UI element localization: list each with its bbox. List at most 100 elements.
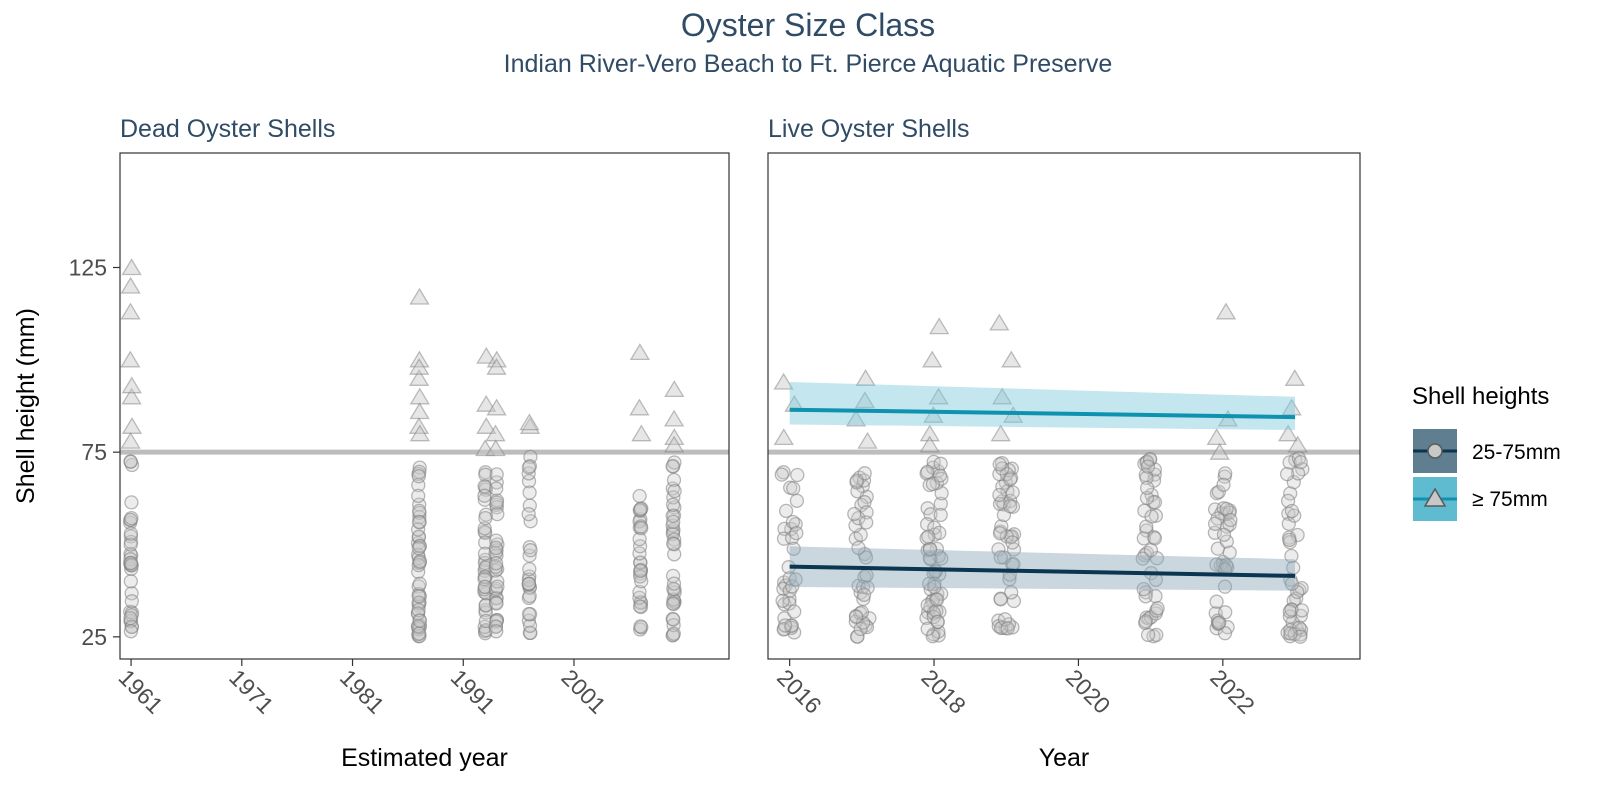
legend-key-large bbox=[1413, 477, 1457, 521]
point-small-dead-2010 bbox=[666, 536, 681, 551]
point-small-live-2017 bbox=[847, 506, 862, 522]
point-large-dead-1994 bbox=[486, 357, 507, 375]
point-small-dead-1993 bbox=[477, 521, 492, 536]
point-large-dead-1961 bbox=[121, 258, 142, 276]
point-small-live-2016 bbox=[776, 465, 791, 480]
y-tick-label-25: 25 bbox=[81, 624, 107, 650]
point-small-dead-2007 bbox=[633, 569, 648, 584]
point-small-live-2018 bbox=[933, 507, 948, 523]
point-small-live-2022 bbox=[1217, 626, 1233, 641]
point-small-live-2017 bbox=[851, 540, 866, 556]
point-large-live-2017 bbox=[845, 409, 867, 427]
point-small-live-2022 bbox=[1209, 594, 1224, 609]
point-large-live-2018 bbox=[928, 387, 949, 405]
point-small-dead-1961 bbox=[124, 510, 139, 526]
point-large-live-2023 bbox=[1281, 398, 1302, 416]
point-small-live-2018 bbox=[932, 525, 947, 541]
point-small-live-2023 bbox=[1290, 584, 1305, 600]
point-large-live-2017 bbox=[855, 369, 876, 386]
point-small-live-2021 bbox=[1147, 531, 1163, 546]
point-large-dead-1987 bbox=[409, 387, 430, 405]
point-small-dead-1997 bbox=[522, 561, 537, 577]
point-small-dead-1994 bbox=[490, 579, 505, 594]
point-large-live-2019 bbox=[992, 387, 1013, 405]
point-large-dead-2010 bbox=[664, 380, 685, 398]
point-small-dead-2007 bbox=[633, 501, 648, 517]
panel-frame-dead bbox=[119, 152, 730, 660]
panel-frame-live bbox=[767, 152, 1361, 660]
point-small-dead-1994 bbox=[488, 563, 503, 578]
x-tick-label-1971: 1971 bbox=[224, 664, 279, 719]
chart-subtitle: Indian River-Vero Beach to Ft. Pierce Aq… bbox=[504, 50, 1113, 78]
point-large-dead-1961 bbox=[121, 387, 142, 405]
point-small-dead-1961 bbox=[124, 594, 139, 609]
point-small-live-2021 bbox=[1136, 581, 1151, 597]
point-large-dead-1987 bbox=[409, 424, 431, 442]
panel-title-live: Live Oyster Shells bbox=[768, 115, 969, 143]
panel-live: Live Oyster Shells 2016 2018 2020 2022 Year bbox=[767, 115, 1361, 772]
point-large-dead-2010 bbox=[663, 435, 685, 453]
x-tick-label-1961: 1961 bbox=[114, 664, 169, 719]
point-small-dead-1997 bbox=[521, 460, 537, 475]
point-small-live-2023 bbox=[1294, 603, 1310, 618]
point-small-live-2021 bbox=[1139, 490, 1155, 506]
point-large-dead-1987 bbox=[408, 417, 430, 434]
point-small-dead-2010 bbox=[665, 459, 680, 474]
point-small-live-2017 bbox=[850, 629, 865, 644]
point-large-dead-1994 bbox=[486, 398, 507, 416]
point-large-dead-2007 bbox=[629, 343, 651, 361]
point-small-live-2018 bbox=[925, 629, 940, 644]
point-small-live-2018 bbox=[933, 496, 948, 511]
point-small-live-2018 bbox=[934, 551, 949, 566]
point-large-dead-1961 bbox=[120, 350, 141, 368]
point-small-live-2016 bbox=[785, 514, 801, 530]
point-large-dead-1993 bbox=[476, 394, 497, 412]
point-small-dead-1994 bbox=[489, 624, 504, 639]
point-small-dead-1997 bbox=[521, 506, 536, 522]
point-small-live-2018 bbox=[930, 614, 945, 630]
point-small-dead-1961 bbox=[123, 454, 138, 469]
point-small-live-2016 bbox=[788, 572, 803, 587]
point-small-dead-2007 bbox=[633, 563, 648, 579]
point-small-dead-1997 bbox=[521, 576, 537, 592]
point-small-dead-2007 bbox=[634, 574, 649, 589]
point-large-live-2019 bbox=[1001, 350, 1022, 368]
point-small-live-2023 bbox=[1283, 626, 1298, 641]
point-large-dead-1961 bbox=[120, 276, 141, 294]
y-tick-label-75: 75 bbox=[81, 439, 107, 465]
point-small-live-2023 bbox=[1284, 548, 1299, 564]
point-small-live-2019 bbox=[993, 592, 1008, 607]
point-small-dead-1997 bbox=[521, 474, 537, 489]
trend-ribbon-25-75mm bbox=[789, 546, 1296, 591]
point-small-dead-2010 bbox=[667, 483, 682, 499]
legend-label-small: 25-75mm bbox=[1472, 441, 1561, 464]
point-small-live-2023 bbox=[1290, 466, 1306, 481]
point-small-live-2023 bbox=[1293, 455, 1308, 470]
point-large-dead-1987 bbox=[409, 287, 430, 305]
point-large-dead-1993 bbox=[476, 417, 497, 434]
point-small-live-2016 bbox=[777, 618, 793, 633]
points-dead bbox=[120, 258, 685, 644]
point-small-live-2022 bbox=[1222, 545, 1237, 560]
point-small-live-2016 bbox=[787, 604, 802, 619]
point-large-dead-1987 bbox=[409, 402, 430, 420]
point-small-dead-1997 bbox=[522, 618, 538, 633]
point-small-live-2022 bbox=[1223, 512, 1238, 528]
point-small-live-2017 bbox=[859, 515, 874, 530]
point-large-live-2018 bbox=[929, 317, 950, 335]
point-small-dead-2010 bbox=[667, 547, 682, 562]
point-small-dead-1987 bbox=[412, 503, 427, 519]
point-small-dead-1987 bbox=[412, 554, 428, 569]
point-small-live-2019 bbox=[992, 526, 1008, 541]
point-small-dead-1987 bbox=[411, 589, 426, 604]
point-large-live-2016 bbox=[773, 428, 794, 446]
point-large-dead-1961 bbox=[120, 302, 141, 320]
point-small-dead-1997 bbox=[521, 606, 537, 622]
point-small-dead-2007 bbox=[634, 521, 649, 536]
point-small-dead-1994 bbox=[489, 596, 504, 611]
point-small-live-2023 bbox=[1279, 466, 1295, 482]
point-small-dead-1994 bbox=[489, 495, 504, 510]
point-small-live-2021 bbox=[1139, 470, 1154, 486]
point-small-live-2019 bbox=[1002, 499, 1018, 514]
point-small-live-2022 bbox=[1207, 516, 1223, 531]
